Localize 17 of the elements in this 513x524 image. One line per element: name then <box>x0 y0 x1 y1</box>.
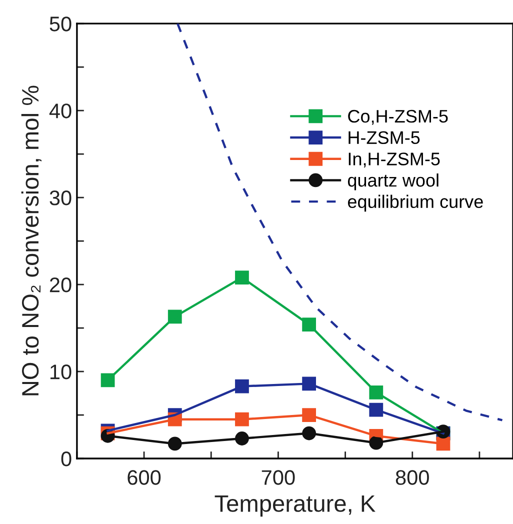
y-tick-label: 50 <box>50 16 72 32</box>
x-axis-title: Temperature, K <box>214 495 376 517</box>
line-series <box>176 24 504 422</box>
x-tick-label: 700 <box>262 470 295 485</box>
y-tick-label: 30 <box>50 190 72 206</box>
legend-label: H-ZSM-5 <box>348 131 420 144</box>
y-axis-title: NO to NO₂ conversion, mol % <box>21 86 42 396</box>
y-tick-label: 10 <box>50 364 72 380</box>
legend-label: In,H-ZSM-5 <box>348 152 440 168</box>
x-tick-label: 800 <box>396 470 429 485</box>
y-tick-label: 0 <box>61 452 72 466</box>
legend-label: Co,H-ZSM-5 <box>348 110 448 125</box>
legend-label: equilibrium curve <box>348 194 483 212</box>
y-tick-label: 40 <box>49 104 72 118</box>
legend-label: quartz wool <box>348 173 438 190</box>
x-tick-label: 600 <box>128 470 161 485</box>
y-tick-label: 20 <box>50 278 72 292</box>
